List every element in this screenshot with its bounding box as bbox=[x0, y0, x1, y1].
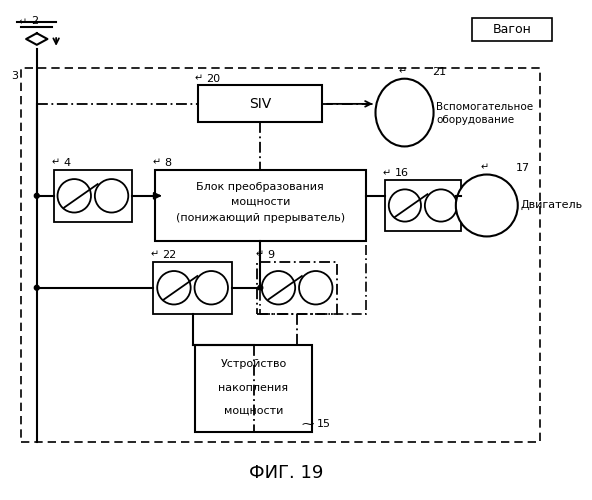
Text: ↵: ↵ bbox=[398, 67, 407, 77]
Text: ↵: ↵ bbox=[153, 158, 160, 168]
Text: Устройство: Устройство bbox=[220, 359, 287, 369]
Bar bbox=[472, 18, 552, 41]
Bar bbox=[153, 262, 232, 314]
Text: 22: 22 bbox=[163, 250, 177, 260]
Text: ↵: ↵ bbox=[19, 18, 27, 28]
Text: 21: 21 bbox=[432, 67, 446, 77]
Bar bbox=[155, 170, 366, 242]
Text: Блок преобразования: Блок преобразования bbox=[197, 182, 324, 192]
Text: 2: 2 bbox=[31, 16, 38, 26]
Text: Двигатель: Двигатель bbox=[521, 200, 583, 210]
Text: оборудование: оборудование bbox=[436, 116, 514, 126]
Text: Вагон: Вагон bbox=[493, 23, 532, 36]
Bar bbox=[258, 262, 337, 314]
Ellipse shape bbox=[375, 78, 433, 146]
Circle shape bbox=[389, 190, 421, 222]
Text: ↵: ↵ bbox=[194, 74, 202, 84]
Text: 3: 3 bbox=[11, 71, 18, 81]
Circle shape bbox=[34, 194, 39, 198]
Text: (понижающий прерыватель): (понижающий прерыватель) bbox=[176, 213, 345, 223]
Bar bbox=[198, 86, 322, 122]
Text: ⁓: ⁓ bbox=[301, 418, 314, 430]
Bar bbox=[260, 170, 366, 314]
Circle shape bbox=[425, 190, 457, 222]
Circle shape bbox=[95, 179, 128, 212]
Bar bbox=[195, 345, 311, 432]
Text: 8: 8 bbox=[165, 158, 172, 168]
Text: накопления: накопления bbox=[218, 384, 289, 394]
Text: 20: 20 bbox=[206, 74, 220, 84]
Bar bbox=[385, 180, 461, 230]
Text: Вспомогательное: Вспомогательное bbox=[436, 102, 533, 112]
Circle shape bbox=[57, 179, 91, 212]
Circle shape bbox=[258, 286, 263, 290]
Circle shape bbox=[34, 286, 39, 290]
Text: ↵: ↵ bbox=[52, 158, 60, 168]
Bar bbox=[21, 68, 540, 442]
Text: 15: 15 bbox=[317, 419, 330, 429]
Circle shape bbox=[195, 271, 228, 304]
Circle shape bbox=[262, 271, 295, 304]
Circle shape bbox=[157, 271, 191, 304]
Text: ↵: ↵ bbox=[150, 250, 159, 260]
Circle shape bbox=[299, 271, 333, 304]
Text: SIV: SIV bbox=[249, 97, 272, 111]
Text: 9: 9 bbox=[267, 250, 274, 260]
Text: ↵: ↵ bbox=[383, 168, 391, 178]
Text: мощности: мощности bbox=[231, 196, 290, 206]
Text: 4: 4 bbox=[64, 158, 71, 168]
Text: ↵: ↵ bbox=[255, 250, 263, 260]
Text: 16: 16 bbox=[395, 168, 409, 178]
Text: 17: 17 bbox=[516, 162, 530, 172]
Text: ↵: ↵ bbox=[481, 162, 489, 172]
Text: ФИГ. 19: ФИГ. 19 bbox=[249, 464, 324, 481]
Bar bbox=[54, 170, 131, 222]
Circle shape bbox=[456, 174, 518, 236]
Text: мощности: мощности bbox=[224, 406, 283, 415]
